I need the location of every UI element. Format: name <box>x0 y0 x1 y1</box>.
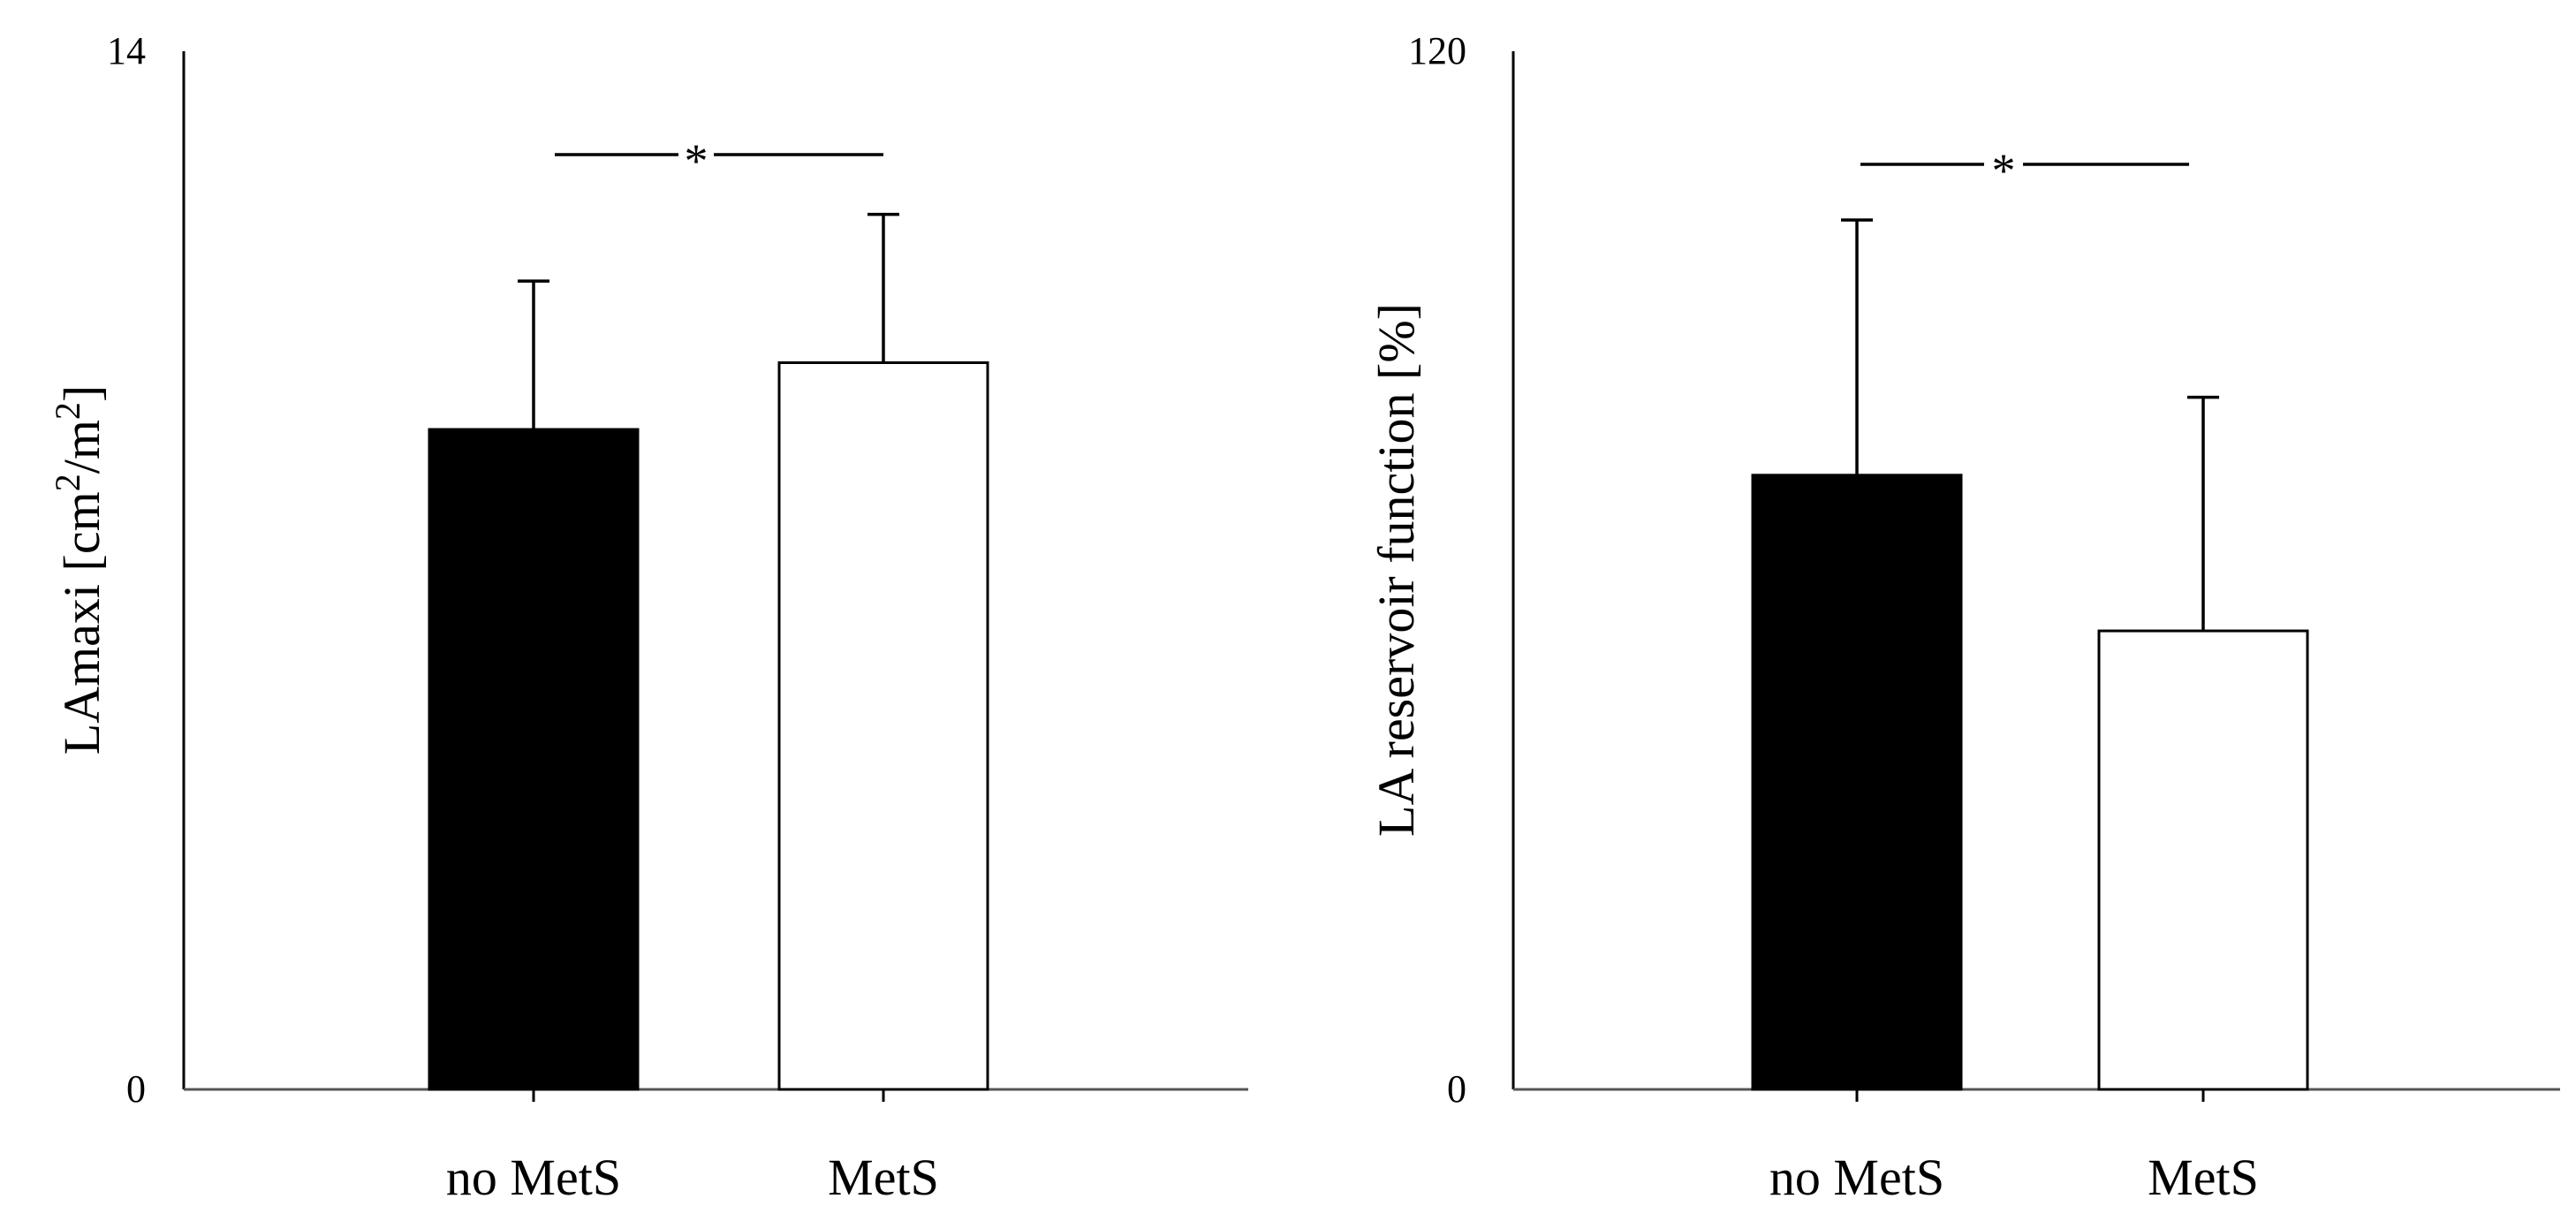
bar-no-mets <box>1751 474 1963 1091</box>
y-axis-title: LA reservoir function [%] <box>1368 303 1425 837</box>
chart-la-reservoir: 120 0 LA reservoir function [%] no MetS … <box>1368 29 2560 1206</box>
y-tick-label-bottom: 0 <box>1447 1067 1466 1111</box>
bar-no-mets <box>428 428 640 1091</box>
x-tick-label-no-mets: no MetS <box>1769 1149 1944 1206</box>
bar-mets <box>777 361 989 1091</box>
chart-lamaxi: 14 0 LAmaxi [cm2/m2] no MetS MetS * <box>48 29 1248 1206</box>
y-tick-label-top: 120 <box>1408 29 1466 72</box>
y-axis-title: LAmaxi [cm2/m2] <box>48 385 110 755</box>
x-tick-label-mets: MetS <box>2148 1149 2259 1206</box>
significance-star: * <box>1992 144 2016 197</box>
significance-star: * <box>685 134 708 187</box>
bar-group <box>1751 218 2309 1102</box>
y-tick-label-top: 14 <box>107 29 146 72</box>
x-tick-label-no-mets: no MetS <box>446 1149 621 1206</box>
bar-group <box>428 212 989 1102</box>
bar-mets <box>2097 629 2309 1091</box>
x-tick-label-mets: MetS <box>828 1149 939 1206</box>
y-tick-label-bottom: 0 <box>126 1067 146 1111</box>
